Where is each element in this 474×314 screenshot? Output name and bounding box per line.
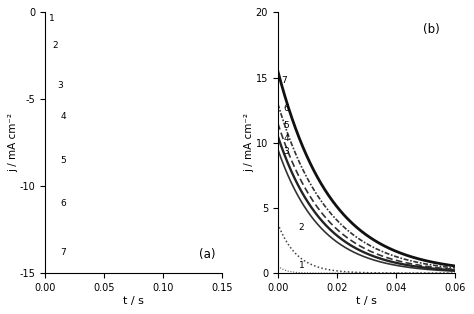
Y-axis label: j / mA cm⁻²: j / mA cm⁻² (9, 113, 18, 172)
Text: 6: 6 (61, 199, 66, 208)
Text: 1: 1 (299, 262, 304, 270)
Text: 5: 5 (284, 121, 290, 130)
Text: 3: 3 (57, 81, 63, 90)
Y-axis label: j / mA cm⁻²: j / mA cm⁻² (244, 113, 255, 172)
X-axis label: t / s: t / s (123, 296, 145, 306)
Text: 4: 4 (284, 134, 289, 143)
Text: (a): (a) (200, 247, 216, 261)
Text: 2: 2 (53, 41, 58, 50)
Text: 5: 5 (61, 156, 66, 165)
Text: (b): (b) (423, 23, 440, 36)
Text: 2: 2 (299, 223, 304, 232)
Text: 3: 3 (284, 147, 290, 156)
Text: 7: 7 (61, 248, 66, 257)
Text: 4: 4 (61, 112, 66, 121)
X-axis label: t / s: t / s (356, 296, 377, 306)
Text: 7: 7 (281, 76, 286, 85)
Text: 1: 1 (49, 14, 55, 23)
Text: 6: 6 (284, 104, 290, 113)
